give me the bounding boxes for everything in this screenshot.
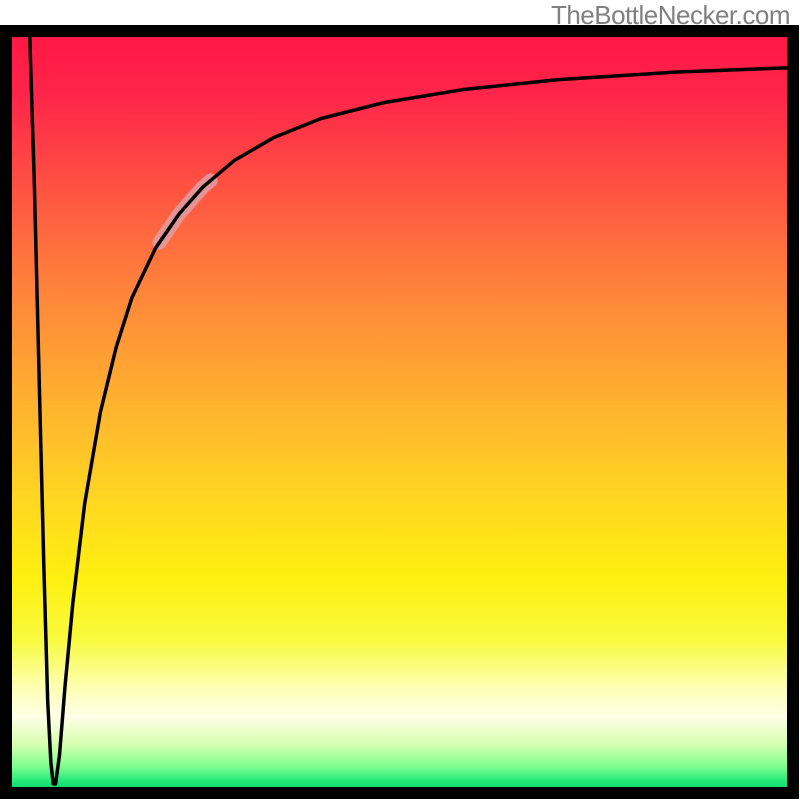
bottleneck-curve-chart [0, 0, 800, 800]
watermark-text: TheBottleNecker.com [551, 0, 790, 31]
plot-background [6, 31, 793, 793]
chart-container: TheBottleNecker.com [0, 0, 800, 800]
